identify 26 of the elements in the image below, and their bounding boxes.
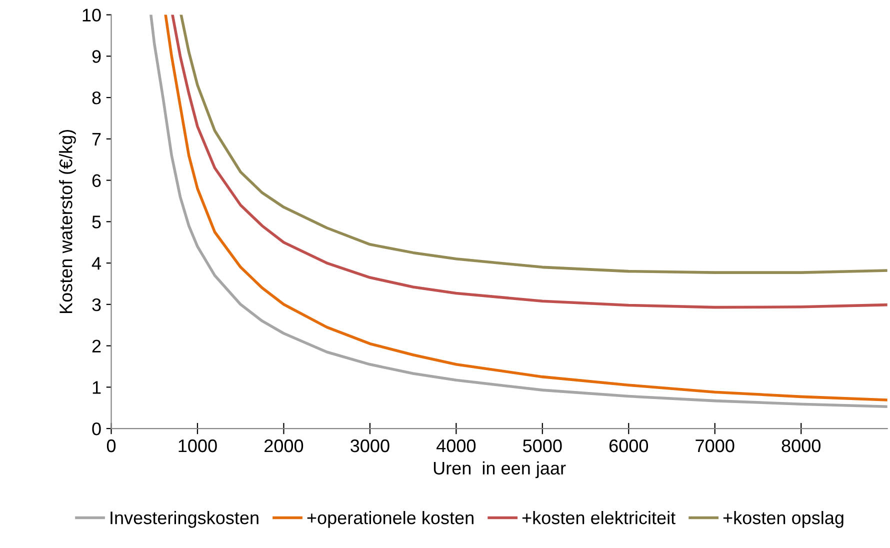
y-tick-label: 7: [92, 133, 101, 146]
x-tick-label: 8000: [782, 439, 820, 452]
y-tick-label: 3: [92, 298, 101, 312]
legend-label: +kosten opslag: [723, 510, 844, 528]
x-tick-label: 3000: [350, 439, 390, 452]
legend-label: +operationele kosten: [307, 510, 474, 528]
x-tick-label: 5000: [523, 439, 562, 452]
x-tick-label: 7000: [696, 439, 734, 452]
y-tick-label: 9: [92, 50, 101, 63]
y-tick-label: 2: [92, 340, 101, 352]
x-tick-label: 4000: [436, 439, 476, 452]
x-tick-label: 6000: [609, 439, 648, 452]
legend-label: Investeringskosten: [110, 510, 258, 528]
y-tick-label: 5: [92, 216, 101, 228]
y-tick-label: 4: [92, 257, 101, 270]
x-axis-title: Uren in een jaar: [434, 461, 566, 478]
y-tick-label: 6: [92, 174, 101, 188]
y-axis-title: Kosten waterstof (€/kg): [59, 130, 76, 314]
y-tick-label: 0: [92, 422, 101, 436]
y-tick-label: 1: [92, 381, 101, 394]
x-tick-label: 0: [106, 439, 116, 452]
y-tick-label: 10: [82, 8, 101, 22]
y-tick-label: 8: [92, 91, 101, 104]
legend-label: +kosten elektriciteit: [522, 510, 676, 524]
x-tick-label: 1000: [178, 439, 217, 452]
x-tick-label: 2000: [264, 439, 304, 452]
